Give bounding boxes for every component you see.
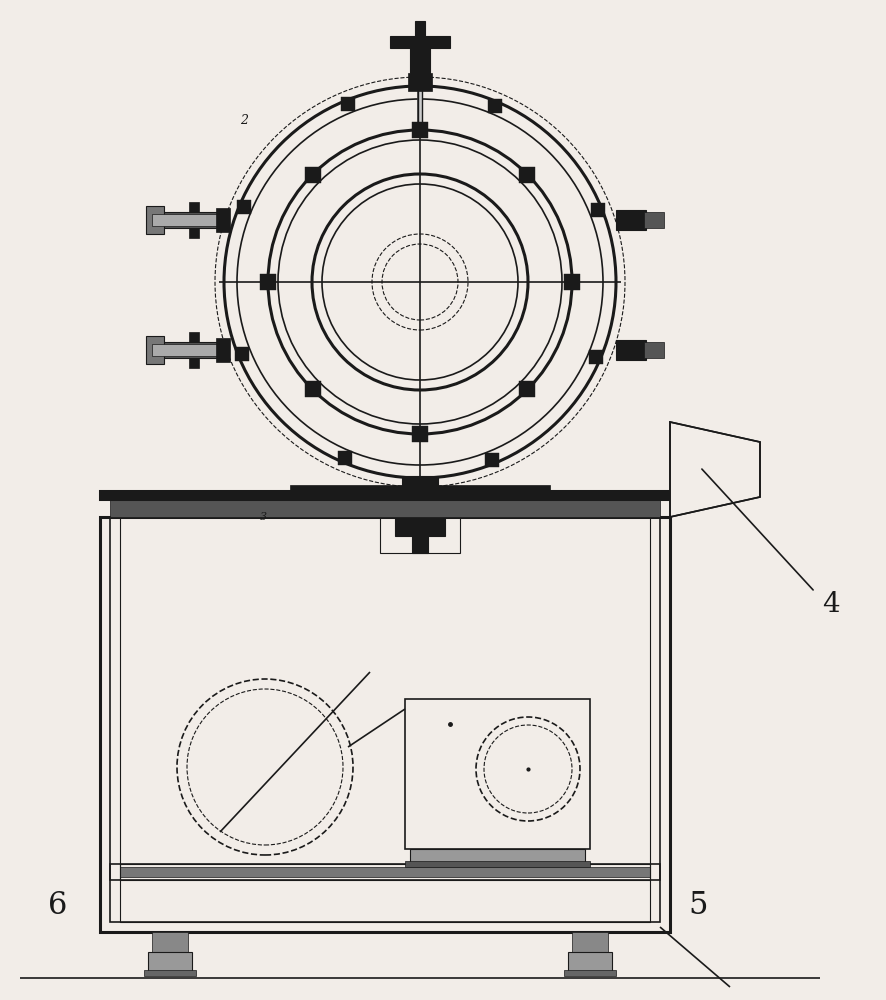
Bar xyxy=(189,202,199,212)
Bar xyxy=(564,970,616,976)
Bar xyxy=(417,36,422,130)
Bar xyxy=(100,517,670,932)
Bar xyxy=(189,332,199,342)
Bar xyxy=(644,212,664,228)
Bar xyxy=(152,214,220,226)
Bar xyxy=(260,274,276,290)
Bar xyxy=(395,516,445,536)
Bar xyxy=(120,517,650,922)
Bar xyxy=(410,849,585,863)
Bar xyxy=(189,358,199,368)
Bar xyxy=(120,864,650,880)
Bar xyxy=(589,350,603,364)
Bar xyxy=(152,932,188,954)
Text: 4: 4 xyxy=(822,591,840,618)
Bar xyxy=(402,476,438,520)
Bar xyxy=(148,952,192,972)
Bar xyxy=(644,342,664,358)
Bar xyxy=(305,381,321,397)
Bar xyxy=(110,864,660,880)
Bar xyxy=(236,347,250,361)
Text: 6: 6 xyxy=(48,890,67,921)
Bar xyxy=(412,122,428,138)
Bar xyxy=(591,203,604,217)
Bar xyxy=(338,451,352,465)
Bar xyxy=(110,517,660,922)
Bar xyxy=(100,491,670,499)
Bar xyxy=(216,208,230,232)
Bar xyxy=(305,167,321,183)
Bar xyxy=(519,381,535,397)
Bar xyxy=(380,489,460,553)
Bar xyxy=(616,340,646,360)
Bar xyxy=(341,97,355,111)
Bar xyxy=(152,342,224,358)
Bar xyxy=(237,200,251,214)
Bar xyxy=(408,73,432,91)
Bar xyxy=(120,867,650,877)
Bar xyxy=(412,533,428,553)
Bar xyxy=(290,485,550,499)
Bar xyxy=(144,970,196,976)
Bar xyxy=(146,206,164,234)
Bar xyxy=(572,932,608,954)
Bar xyxy=(564,274,580,290)
Bar xyxy=(152,212,224,228)
Bar xyxy=(189,228,199,238)
Bar xyxy=(405,861,590,867)
Bar xyxy=(412,426,428,442)
Text: 3: 3 xyxy=(260,512,267,522)
Bar xyxy=(152,344,220,356)
Bar xyxy=(488,99,501,113)
Bar xyxy=(300,496,540,504)
Bar xyxy=(415,21,425,36)
Bar xyxy=(485,453,499,467)
Bar xyxy=(405,699,590,849)
Bar xyxy=(410,45,430,73)
Bar xyxy=(110,499,660,517)
Bar xyxy=(146,336,164,364)
Text: 5: 5 xyxy=(688,890,708,921)
Bar xyxy=(519,167,535,183)
Bar xyxy=(616,210,646,230)
Polygon shape xyxy=(670,422,760,517)
Bar xyxy=(216,338,230,362)
Text: 2: 2 xyxy=(240,114,248,127)
Bar xyxy=(390,36,450,48)
Bar xyxy=(568,952,612,972)
